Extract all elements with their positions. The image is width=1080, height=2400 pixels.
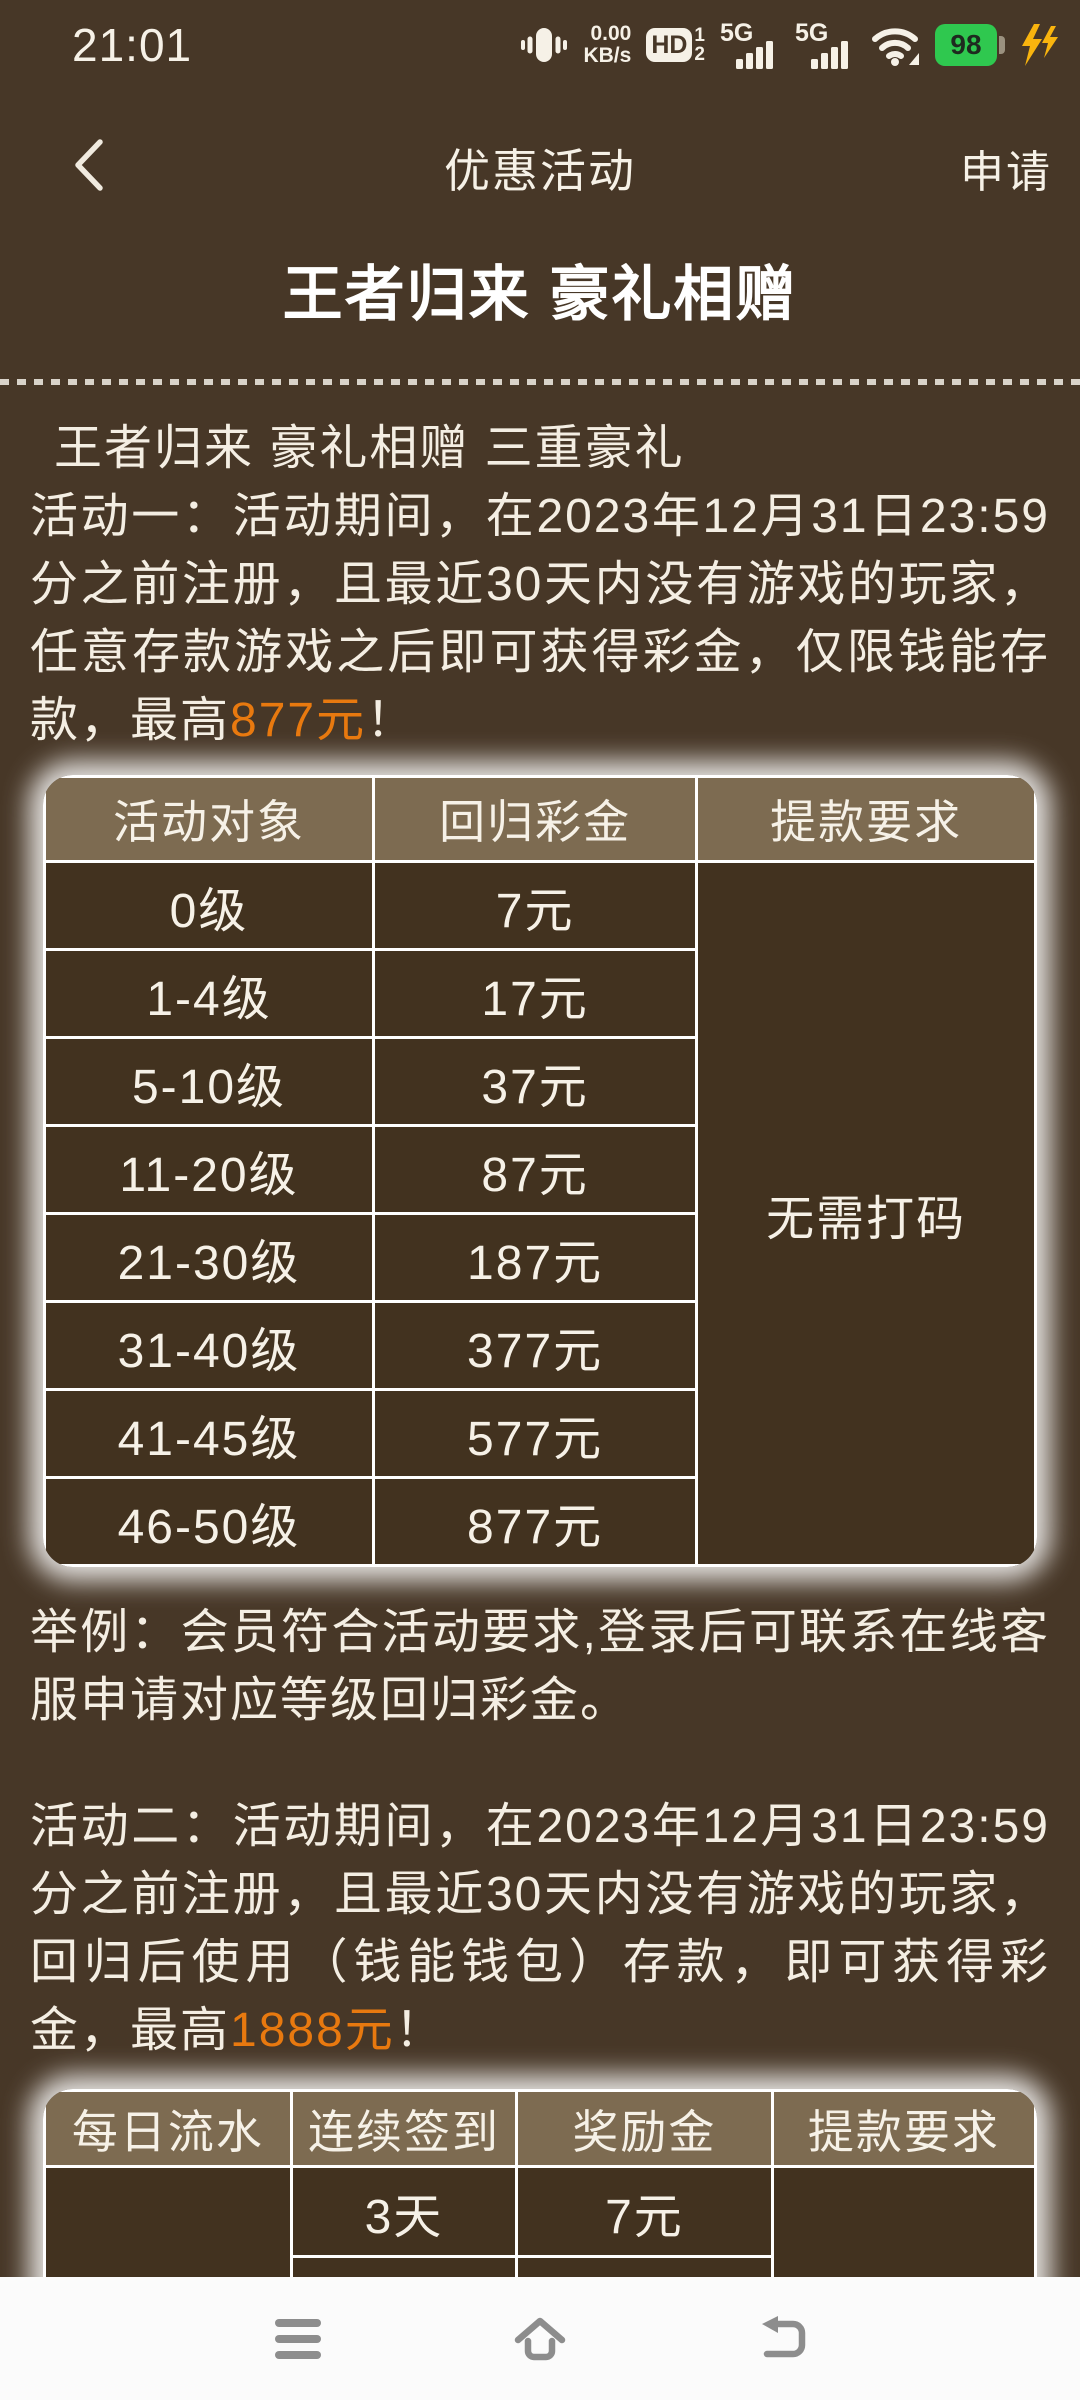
- activity1-text: 活动一：活动期间，在2023年12月31日23:59分之前注册，且最近30天内没…: [30, 490, 1050, 747]
- table-cell: 5-10级: [43, 1036, 376, 1127]
- table-cell: 0级: [43, 860, 376, 951]
- table-cell: 31-40级: [43, 1300, 376, 1391]
- table-cell: 41-45级: [43, 1388, 376, 1479]
- signal-sim2-icon: 5G: [795, 19, 855, 71]
- intro-line: 王者归来 豪礼相赠 三重豪礼: [54, 422, 685, 475]
- return-icon[interactable]: [754, 2311, 810, 2367]
- max-bonus-1888: 1888元: [230, 2004, 395, 2057]
- table-row: 3天 7元: [43, 2165, 1037, 2348]
- apply-button[interactable]: 申请: [960, 148, 1052, 197]
- table-cell: 187元: [372, 1212, 699, 1303]
- page-header-title: 优惠活动: [444, 145, 636, 197]
- table-row: 46-50级 877元: [43, 1476, 1036, 1567]
- vibrate-icon: [520, 22, 568, 68]
- column-header: 连续签到: [289, 2089, 519, 2168]
- table-cell: 7元: [515, 2165, 774, 2258]
- column-header: 提款要求: [770, 2089, 1037, 2168]
- table-row: 11-20级 87元: [43, 1124, 1036, 1215]
- table-cell: 11-20级: [43, 1124, 376, 1215]
- column-header: 活动对象: [43, 775, 376, 863]
- max-bonus-877: 877元: [230, 694, 367, 747]
- table-row: 41-45级 577元: [43, 1388, 1036, 1479]
- table-cell: 377元: [372, 1300, 699, 1391]
- table-row: 5-10级 37元: [43, 1036, 1036, 1127]
- table-cell: 46-50级: [43, 1476, 376, 1567]
- table-cell: 87元: [372, 1124, 699, 1215]
- android-nav-bar: [0, 2277, 1080, 2400]
- table-row: 31-40级 377元: [43, 1300, 1036, 1391]
- signal-sim1-icon: 5G: [720, 19, 780, 71]
- clock: 21:01: [72, 19, 193, 71]
- promo-title: 王者归来 豪礼相赠: [282, 261, 798, 328]
- table-header-row: 活动对象 回归彩金 提款要求: [43, 775, 1037, 863]
- charging-icon: [1018, 22, 1060, 68]
- column-header: 每日流水: [43, 2089, 293, 2168]
- activity1-paragraph: 王者归来 豪礼相赠 三重豪礼 活动一：活动期间，在2023年12月31日23:5…: [30, 415, 1050, 755]
- activity2-paragraph: 活动二：活动期间，在2023年12月31日23:59分之前注册，且最近30天内没…: [30, 1800, 1050, 2057]
- chevron-left-icon: [75, 139, 103, 191]
- level-bonus-table: 活动对象 回归彩金 提款要求 0级 7元 无需打码 1-4级 17元 5-10级…: [43, 775, 1037, 1567]
- back-button[interactable]: [68, 134, 112, 196]
- table-header-row: 每日流水 连续签到 奖励金 提款要求: [43, 2089, 1037, 2168]
- wifi-icon: [870, 23, 920, 67]
- table-cell: 7元: [372, 860, 699, 951]
- network-speed: 0.00 KB/s: [583, 22, 632, 67]
- hd-volte-icon: HD 1 2: [646, 26, 705, 64]
- table-row: 1-4级 17元: [43, 948, 1036, 1039]
- table-cell: 37元: [372, 1036, 699, 1127]
- table-row: 0级 7元 无需打码: [43, 860, 1037, 1567]
- dashed-divider: [0, 379, 1080, 385]
- table-row: 21-30级 187元: [43, 1212, 1036, 1303]
- table-cell: 577元: [372, 1388, 699, 1479]
- battery-indicator: 98: [935, 24, 1005, 66]
- status-bar: 21:01 0.00 KB/s HD 1 2 5G: [0, 0, 1080, 80]
- table-cell: 21-30级: [43, 1212, 376, 1303]
- column-header: 回归彩金: [372, 775, 699, 863]
- home-icon[interactable]: [512, 2311, 568, 2367]
- status-icons: 0.00 KB/s HD 1 2 5G 5G: [520, 19, 1060, 71]
- table-cell: 17元: [372, 948, 699, 1039]
- table-cell: 877元: [372, 1476, 699, 1567]
- column-header: 提款要求: [695, 775, 1037, 863]
- top-navbar: 优惠活动 申请: [0, 132, 1080, 204]
- withdraw-requirement-cell: 无需打码: [695, 860, 1037, 1567]
- table-cell: 3天: [289, 2165, 519, 2258]
- example-note: 举例：会员符合活动要求,登录后可联系在线客服申请对应等级回归彩金。: [30, 1606, 1050, 1727]
- table-cell: 1-4级: [43, 948, 376, 1039]
- column-header: 奖励金: [515, 2089, 774, 2168]
- menu-icon[interactable]: [270, 2311, 326, 2367]
